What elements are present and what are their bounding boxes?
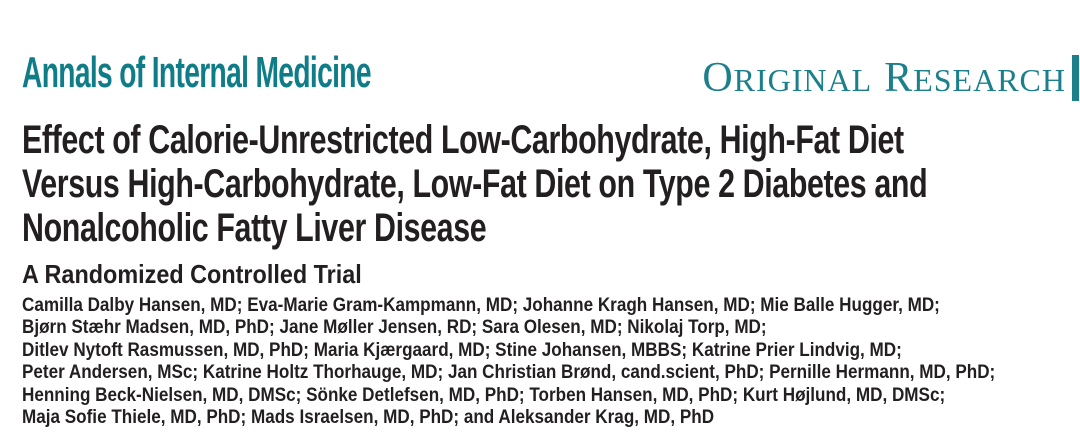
section-label-word2-initial: R <box>884 55 914 101</box>
author-line-5: Henning Beck-Nielsen, MD, DMSc; Sönke De… <box>22 384 946 406</box>
author-line-6: Maja Sofie Thiele, MD, PhD; Mads Israels… <box>22 407 715 429</box>
author-line-4: Peter Andersen, MSc; Katrine Holtz Thorh… <box>22 362 996 384</box>
section-label-word1-initial: O <box>702 55 734 101</box>
article-title-line-2: Versus High-Carbohydrate, Low-Fat Diet o… <box>22 162 928 206</box>
section-label-word2-rest: ESEARCH <box>913 62 1066 98</box>
article-title: Effect of Calorie-Unrestricted Low-Carbo… <box>22 118 928 250</box>
author-line-1: Camilla Dalby Hansen, MD; Eva-Marie Gram… <box>22 295 940 316</box>
author-list: Camilla Dalby Hansen, MD; Eva-Marie Gram… <box>22 295 995 429</box>
section-label: ORIGINAL RESEARCH <box>702 54 1066 102</box>
page-edge-accent-bar <box>1072 55 1079 101</box>
journal-logo: Annals of Internal Medicine <box>22 48 372 97</box>
author-line-2: Bjørn Stæhr Madsen, MD, PhD; Jane Møller… <box>22 317 767 339</box>
section-label-word1-rest: RIGINAL <box>733 62 873 98</box>
article-subtitle: A Randomized Controlled Trial <box>22 259 362 289</box>
author-line-3: Ditlev Nytoft Rasmussen, MD, PhD; Maria … <box>22 339 902 361</box>
article-title-line-3: Nonalcoholic Fatty Liver Disease <box>22 206 487 250</box>
article-title-line-1: Effect of Calorie-Unrestricted Low-Carbo… <box>22 118 904 162</box>
